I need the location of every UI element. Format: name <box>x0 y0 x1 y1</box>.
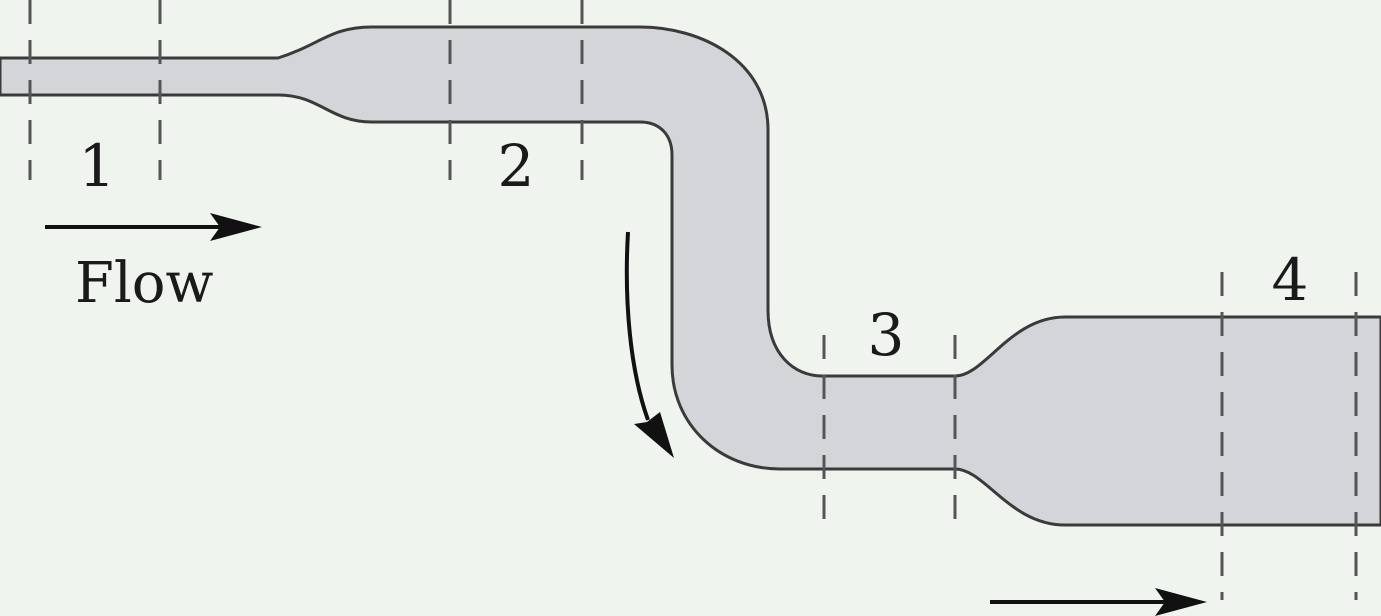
flow-arrow-head <box>210 213 262 241</box>
curved-flow-arrow-head <box>634 412 674 458</box>
section-3-label: 3 <box>868 301 905 369</box>
flow-label: Flow <box>75 251 213 316</box>
section-4-label: 4 <box>1272 246 1309 314</box>
curved-flow-arrow-line <box>624 231 650 421</box>
section-1-label: 1 <box>79 132 116 200</box>
outlet-arrow-head <box>1155 588 1207 616</box>
section-2-label: 2 <box>498 132 535 200</box>
pipe-body <box>0 25 1381 527</box>
